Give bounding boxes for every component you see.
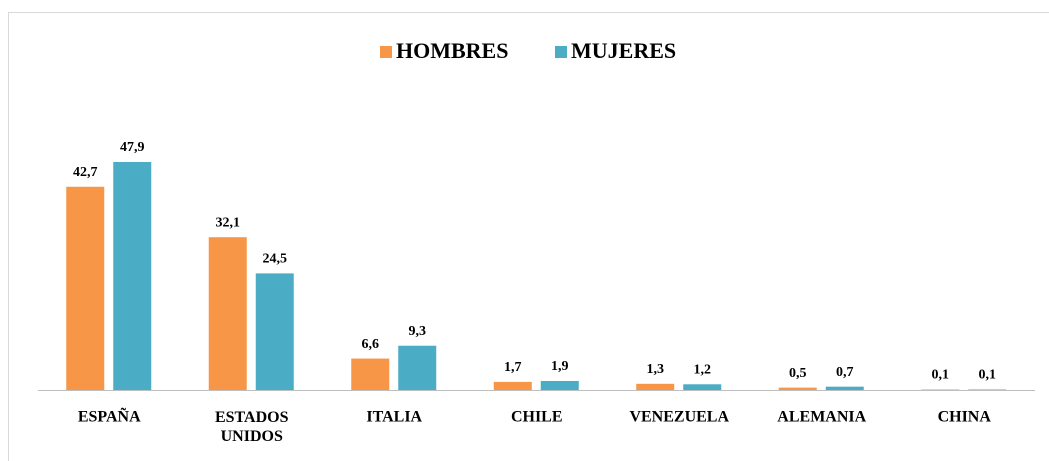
data-label: 47,9 (120, 140, 145, 155)
legend-label: MUJERES (571, 38, 676, 63)
legend-swatch (380, 46, 392, 58)
x-tick-label: ESTADOS UNIDOS (215, 409, 289, 445)
bar (778, 387, 817, 390)
data-label: 0,1 (932, 368, 950, 383)
bar (398, 345, 437, 390)
data-label: 0,7 (836, 365, 854, 380)
data-label: 32,1 (216, 215, 241, 230)
data-label: 9,3 (409, 324, 427, 339)
data-label: 24,5 (263, 252, 288, 267)
chart-frame (8, 12, 1049, 461)
legend-swatch (555, 46, 567, 58)
data-label: 0,1 (979, 368, 997, 383)
legend-label: HOMBRES (396, 38, 508, 63)
data-label: 6,6 (362, 337, 380, 352)
x-tick-label: ITALIA (366, 409, 422, 426)
data-label: 0,5 (789, 366, 807, 381)
bar (825, 386, 864, 390)
bar (636, 383, 675, 390)
bar (493, 381, 532, 390)
bar (255, 273, 294, 390)
data-label: 1,9 (551, 359, 569, 374)
data-label: 1,7 (504, 360, 522, 375)
bar (208, 237, 247, 390)
data-label: 42,7 (73, 165, 98, 180)
x-tick-label: ALEMANIA (777, 409, 866, 426)
bar (540, 380, 579, 390)
data-label: 1,2 (694, 363, 712, 378)
bar (683, 384, 722, 390)
data-label: 1,3 (647, 362, 665, 377)
x-tick-label: VENEZUELA (629, 409, 729, 426)
x-tick-label: CHILE (511, 409, 563, 426)
bar (351, 358, 390, 390)
x-tick-label: ESPAÑA (78, 407, 141, 426)
bar (66, 186, 105, 390)
bar (113, 162, 152, 390)
x-tick-label: CHINA (938, 409, 992, 426)
